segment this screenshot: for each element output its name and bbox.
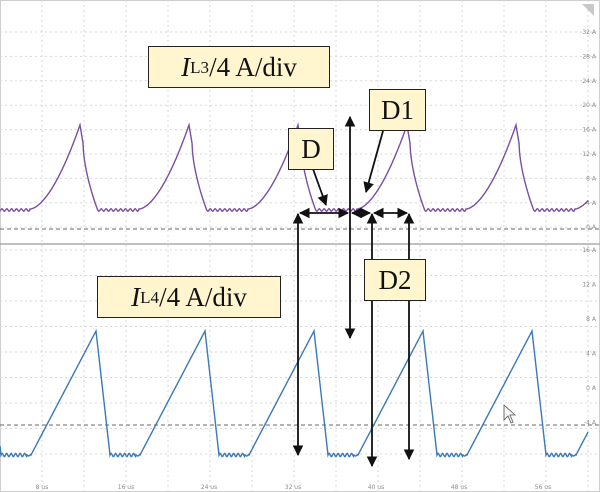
label-d: D — [288, 128, 334, 170]
label-d2: D2 — [364, 259, 426, 301]
tick-label-lower: 8 A — [586, 316, 597, 323]
tick-label-upper: 24 A — [582, 78, 597, 85]
tick-label-upper: 32 A — [582, 29, 597, 36]
label-il4: I L4/4 A/div — [97, 276, 281, 318]
pointer-arrow-d — [312, 168, 328, 207]
label-d1: D1 — [369, 89, 426, 131]
tick-label-upper: 0 A — [586, 224, 597, 231]
waveform-il4 — [0, 328, 589, 458]
tick-label-x: 16 us — [118, 484, 134, 491]
label-il3-var: I — [181, 51, 191, 82]
tick-label-upper: 12 A — [582, 151, 597, 158]
tick-label-x: 48 us — [451, 484, 467, 491]
tick-label-lower: -4 A — [584, 420, 597, 427]
tick-label-upper: 16 A — [582, 127, 597, 134]
tick-label-lower: 0 A — [586, 385, 597, 392]
tick-label-x: 40 us — [368, 484, 384, 491]
label-il4-var: I — [131, 281, 141, 312]
tick-label-x: 56 us — [535, 484, 551, 491]
tick-label-x: 24 us — [201, 484, 217, 491]
tick-label-lower: 12 A — [582, 282, 597, 289]
tick-label-x: 32 us — [285, 484, 301, 491]
label-il4-rest: /4 A/div — [159, 281, 247, 312]
tick-label-x: 8 us — [36, 484, 49, 491]
label-il3-rest: /4 A/div — [209, 51, 297, 82]
tick-label-upper: 8 A — [586, 175, 597, 182]
corner-marker-icon — [582, 4, 594, 16]
label-il4-sub: L4 — [140, 287, 160, 307]
tick-label-upper: 20 A — [582, 102, 597, 109]
tick-label-lower: 4 A — [586, 351, 597, 358]
mouse-cursor-icon — [503, 404, 517, 424]
pointer-arrow-d1 — [363, 130, 384, 194]
tick-label-upper: 4 A — [586, 200, 597, 207]
tick-label-upper: 28 A — [582, 53, 597, 60]
label-il3: I L3/4 A/div — [148, 46, 330, 88]
tick-label-lower: 16 A — [582, 247, 597, 254]
label-il3-sub: L3 — [190, 57, 210, 77]
